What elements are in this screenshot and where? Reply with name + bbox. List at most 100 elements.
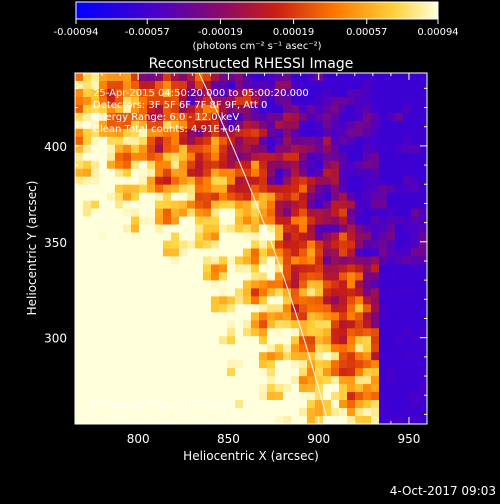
heatmap-cell	[323, 280, 332, 289]
heatmap-cell	[139, 160, 148, 170]
heatmap-cell	[155, 73, 164, 82]
heatmap-cells	[75, 73, 427, 424]
heatmap-cell	[339, 192, 348, 202]
heatmap-cell	[179, 392, 188, 401]
heatmap-cell	[107, 352, 116, 361]
heatmap-cell	[147, 104, 156, 114]
heatmap-cell	[355, 136, 364, 146]
heatmap-cell	[75, 400, 84, 409]
heatmap-cell	[331, 73, 340, 82]
heatmap-cell	[171, 152, 180, 162]
heatmap-cell	[171, 73, 180, 82]
heatmap-cell	[187, 184, 196, 194]
heatmap-cell	[283, 320, 292, 329]
heatmap-cell	[195, 304, 204, 313]
heatmap-cell	[251, 288, 260, 297]
heatmap-cell	[107, 264, 116, 274]
heatmap-cell	[115, 328, 124, 337]
heatmap-cell	[291, 200, 300, 210]
heatmap-cell	[179, 88, 188, 98]
heatmap-cell	[363, 232, 372, 242]
heatmap-cell	[227, 344, 236, 353]
heatmap-cell	[355, 96, 364, 106]
heatmap-cell	[371, 416, 380, 424]
heatmap-cell	[203, 232, 212, 242]
heatmap-cell	[379, 384, 388, 393]
heatmap-cell	[267, 272, 276, 282]
heatmap-cell	[363, 112, 372, 122]
heatmap-cell	[83, 232, 92, 242]
heatmap-cell	[339, 264, 348, 274]
heatmap-cell	[235, 73, 244, 82]
heatmap-cell	[195, 184, 204, 194]
heatmap-cell	[251, 280, 260, 289]
heatmap-cell	[251, 336, 260, 345]
heatmap-cell	[235, 96, 244, 106]
heatmap-cell	[99, 136, 108, 146]
heatmap-cell	[195, 112, 204, 122]
heatmap-cell	[187, 408, 196, 417]
heatmap-cell	[75, 160, 84, 170]
heatmap-cell	[307, 128, 316, 138]
heatmap-cell	[251, 328, 260, 337]
heatmap-cell	[147, 96, 156, 106]
heatmap-cell	[419, 136, 427, 146]
heatmap-cell	[147, 208, 156, 218]
heatmap-cell	[211, 112, 220, 122]
heatmap-cell	[195, 264, 204, 274]
heatmap-cell	[147, 136, 156, 146]
heatmap-cell	[219, 320, 228, 329]
heatmap-cell	[291, 96, 300, 106]
heatmap-cell	[411, 152, 420, 162]
heatmap-cell	[339, 176, 348, 186]
heatmap-cell	[419, 288, 427, 297]
heatmap-cell	[379, 288, 388, 297]
heatmap-cell	[115, 368, 124, 377]
heatmap-cell	[419, 416, 427, 424]
heatmap-cell	[283, 416, 292, 424]
heatmap-cell	[259, 384, 268, 393]
heatmap-cell	[195, 344, 204, 353]
heatmap-cell	[251, 192, 260, 202]
heatmap-cell	[203, 296, 212, 305]
heatmap-cell	[195, 128, 204, 138]
heatmap-cell	[179, 224, 188, 234]
heatmap-cell	[371, 288, 380, 297]
heatmap-cell	[91, 320, 100, 329]
heatmap-cell	[91, 272, 100, 282]
heatmap-cell	[283, 168, 292, 178]
heatmap-cell	[219, 184, 228, 194]
heatmap-cell	[371, 208, 380, 218]
heatmap-cell	[187, 240, 196, 250]
heatmap-cell	[131, 320, 140, 329]
heatmap-cell	[227, 296, 236, 305]
heatmap-cell	[315, 368, 324, 377]
heatmap-cell	[243, 216, 252, 226]
heatmap-cell	[395, 408, 404, 417]
heatmap-cell	[155, 144, 164, 154]
heatmap-cell	[291, 392, 300, 401]
heatmap-cell	[115, 192, 124, 202]
heatmap-cell	[83, 104, 92, 114]
annotation-clean-counts: Clean Total counts: 4.91E+04	[93, 124, 241, 135]
heatmap-cell	[155, 296, 164, 305]
heatmap-cell	[75, 104, 84, 114]
heatmap-cell	[243, 280, 252, 289]
heatmap-cell	[371, 88, 380, 98]
heatmap-cell	[243, 224, 252, 234]
heatmap-cell	[275, 264, 284, 274]
heatmap-cell	[283, 352, 292, 361]
heatmap-cell	[163, 224, 172, 234]
heatmap-cell	[355, 128, 364, 138]
heatmap-cell	[179, 304, 188, 313]
heatmap-cell	[251, 312, 260, 321]
heatmap-cell	[139, 408, 148, 417]
heatmap-cell	[139, 104, 148, 114]
heatmap-cell	[291, 376, 300, 385]
heatmap-cell	[339, 360, 348, 369]
heatmap-cell	[299, 128, 308, 138]
heatmap-cell	[363, 304, 372, 313]
heatmap-cell	[251, 104, 260, 114]
heatmap-cell	[347, 88, 356, 98]
heatmap-cell	[307, 96, 316, 106]
